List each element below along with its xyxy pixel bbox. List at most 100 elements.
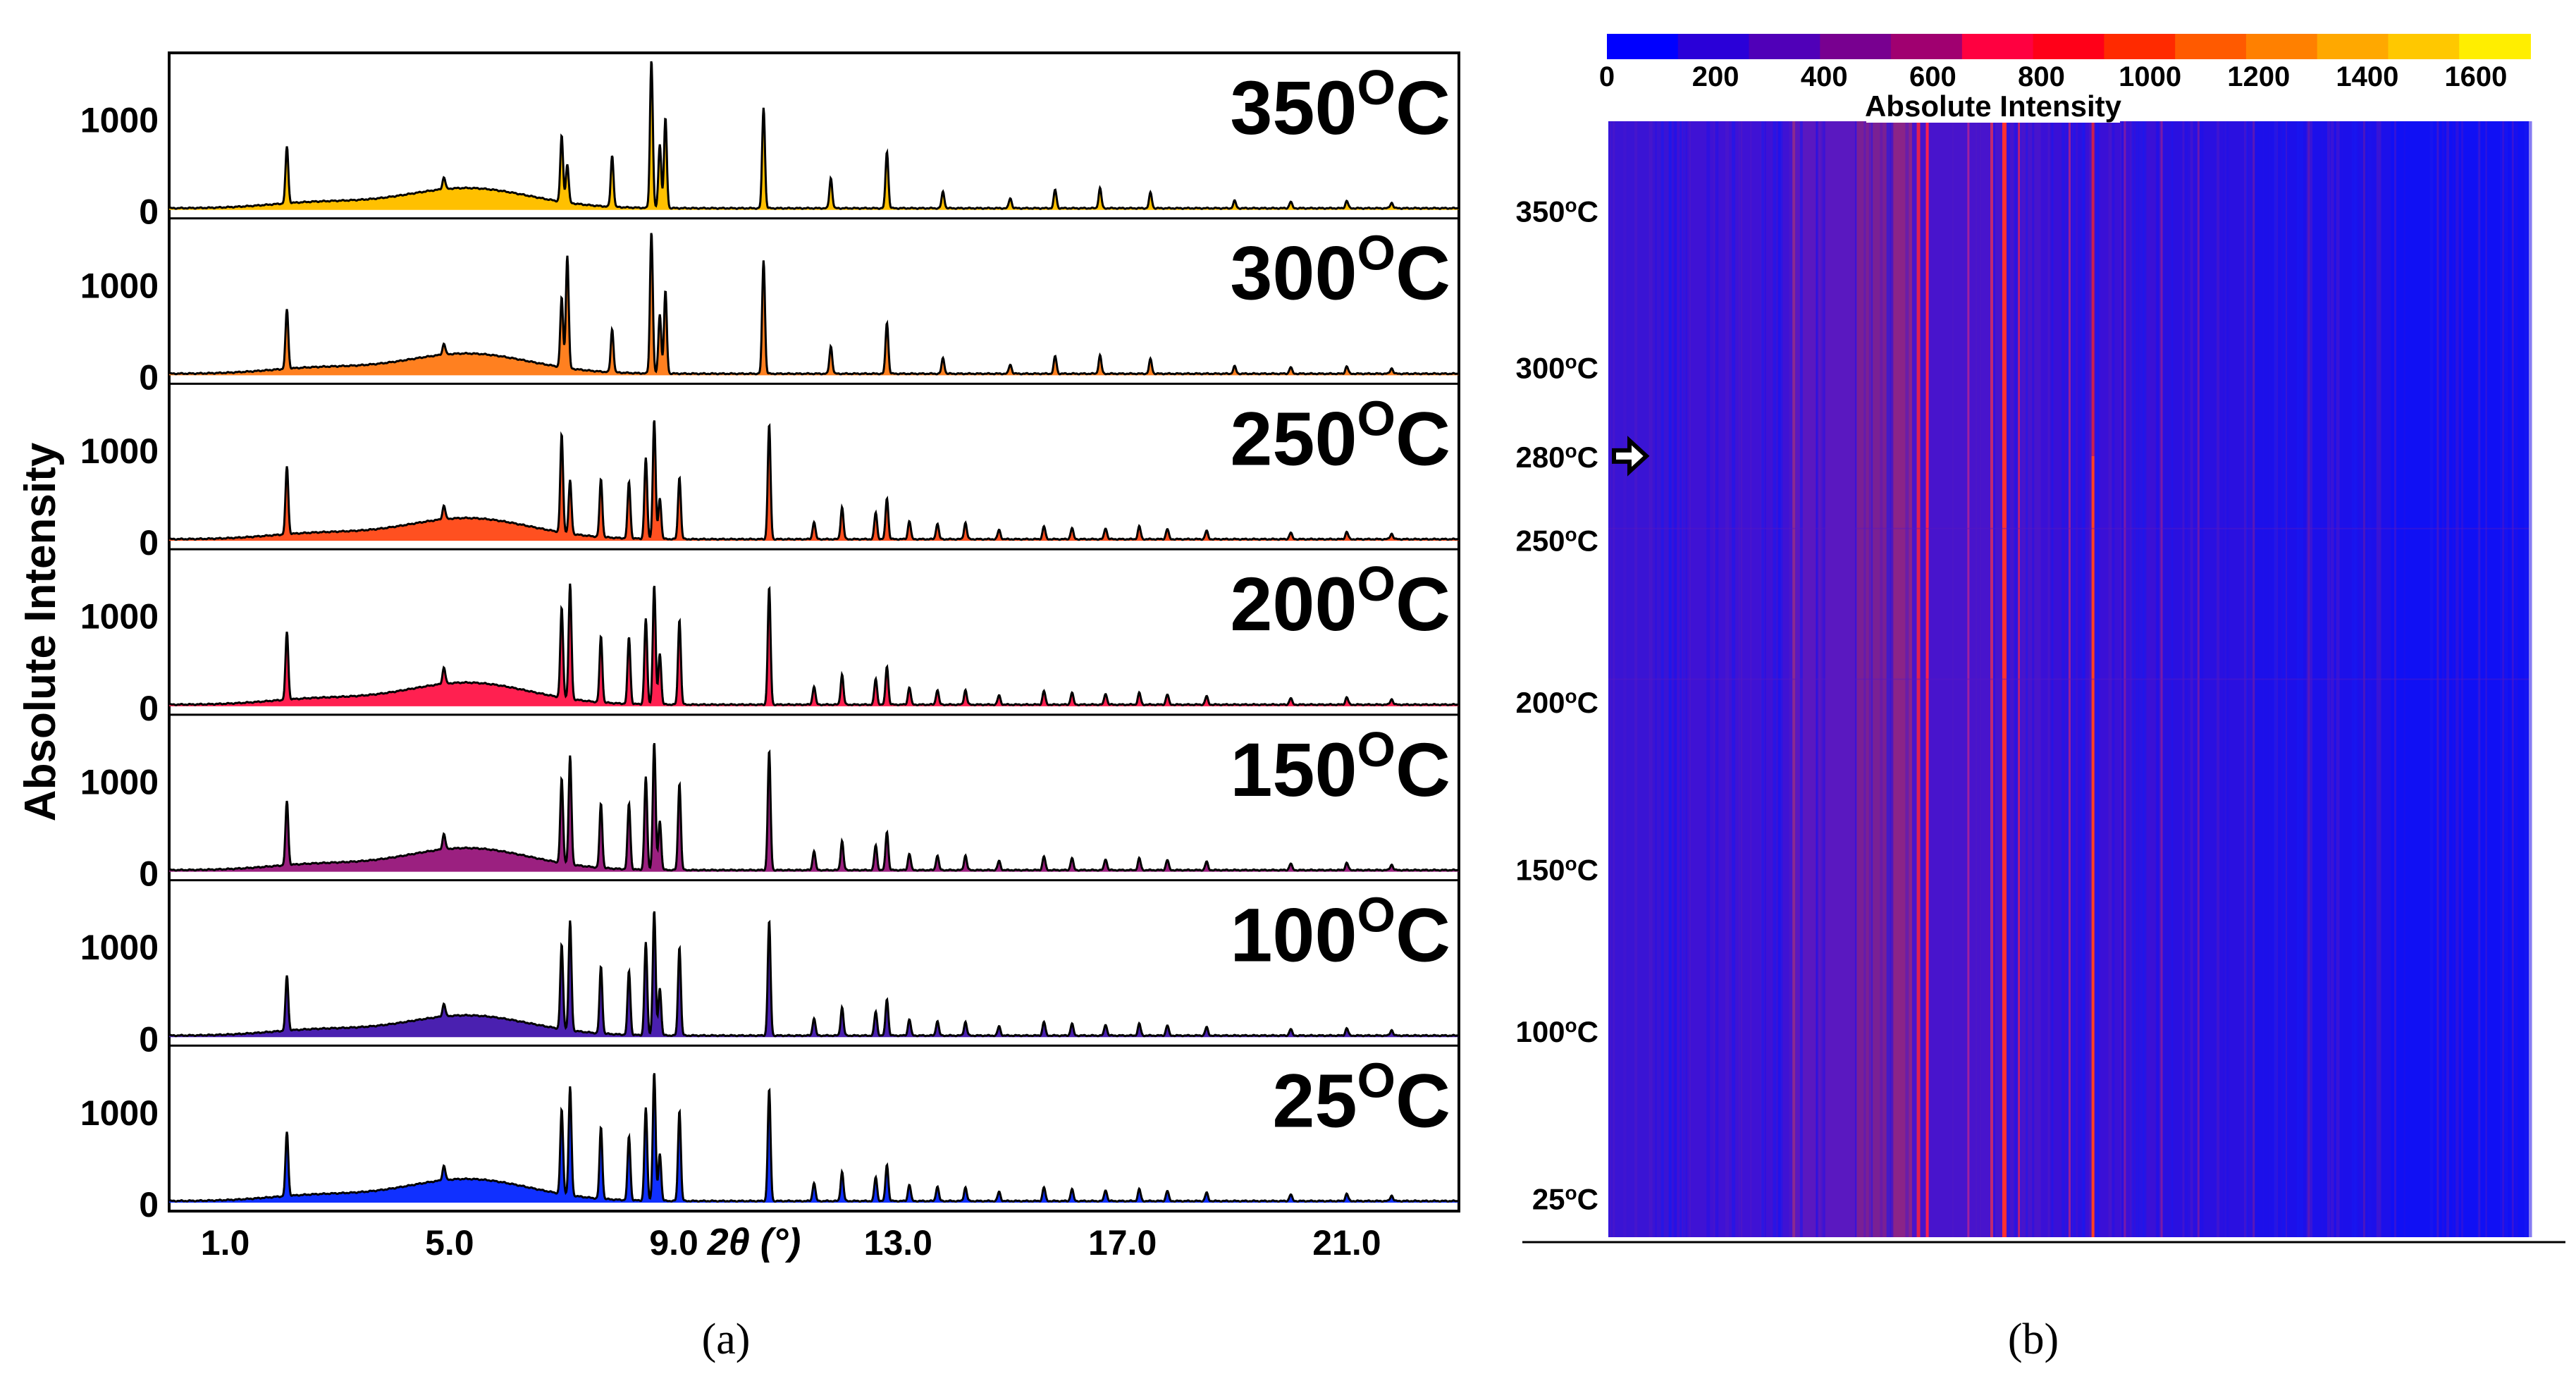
heatmap-stripe [1854, 121, 1856, 1237]
heatmap-stripe [1886, 121, 1890, 1237]
heatmap-peak-line [2002, 121, 2007, 1237]
heatmap-stripe [2243, 121, 2247, 1237]
heatmap-stripe [1890, 121, 1893, 1237]
heatmap-stripe [1680, 121, 1682, 1237]
heatmap-stripe [2359, 121, 2363, 1237]
heatmap-y-label: 350oC [1515, 195, 1598, 228]
heatmap-stripe [1789, 121, 1793, 1237]
heatmap-stripe [2095, 121, 2099, 1237]
heatmap-stripe [2073, 121, 2076, 1237]
panel-b-label: (b) [2008, 1315, 2059, 1363]
heatmap-stripe [2005, 121, 2008, 1237]
heatmap-peak-line [2069, 121, 2071, 1237]
series-25oC: 0 1000 25OC [80, 1052, 1460, 1225]
heatmap-stripe [1670, 121, 1672, 1237]
heatmap-stripe [2098, 121, 2100, 1237]
heatmap-peak-line [2436, 121, 2439, 1237]
heatmap-stripe [2051, 121, 2054, 1237]
heatmap-stripe [2327, 121, 2330, 1237]
heatmap-stripe [2008, 121, 2011, 1237]
series-line-250oC [168, 420, 1460, 541]
y-tick-label: 0 [139, 523, 159, 563]
heatmap-y-label: 200oC [1515, 685, 1598, 719]
series-150oC: 0 1000 150OC [80, 722, 1460, 894]
heatmap-stripe [2171, 121, 2174, 1237]
heatmap-stripe [2268, 121, 2270, 1237]
panel-a-label: (a) [702, 1315, 751, 1363]
series-200oC: 0 1000 200OC [80, 556, 1460, 728]
y-tick-label: 1000 [80, 1093, 159, 1133]
heatmap-peak-line [1990, 121, 1993, 1237]
heatmap-stripe [1741, 121, 1743, 1237]
heatmap-stripe [2403, 121, 2405, 1237]
heatmap-stripe [2286, 121, 2288, 1237]
heatmap-stripe [2224, 121, 2228, 1237]
heatmap-stripe [1660, 121, 1664, 1237]
colorbar-segment [1961, 34, 2034, 59]
heatmap-stripe [1613, 121, 1615, 1237]
heatmap-stripe [2119, 121, 2121, 1237]
heatmap-stripe [1689, 121, 1691, 1237]
colorbar-tick-label: 800 [2018, 61, 2065, 92]
heatmap-stripe [1685, 121, 1688, 1237]
heatmap-stripe [2524, 121, 2528, 1237]
temperature-label: 100OC [1230, 888, 1450, 978]
heatmap-peak-line [1967, 121, 1970, 1237]
heatmap-stripe [2351, 121, 2354, 1237]
y-tick-label: 1000 [80, 928, 159, 967]
heatmap-stripe [2032, 121, 2035, 1237]
heatmap-stripe [1634, 121, 1638, 1237]
y-tick-label: 1000 [80, 762, 159, 802]
temperature-label: 25OC [1272, 1052, 1450, 1143]
temperature-label: 250OC [1230, 391, 1450, 481]
heatmap-peak-line [2197, 121, 2200, 1237]
panel-b-heatmap: 0 200 400 600 800 1000 1200 1400 1600 Absolute In… [1515, 34, 2565, 1244]
colorbar-tick-label: 400 [1801, 61, 1848, 92]
heatmap-stripe [2138, 121, 2143, 1237]
heatmap-stripe [2280, 121, 2283, 1237]
series-300oC: 0 1000 300OC [80, 226, 1460, 397]
temperature-label: 150OC [1230, 722, 1450, 812]
heatmap-stripe [2190, 121, 2193, 1237]
heatmap-stripe [1952, 121, 1954, 1237]
heatmap-stripe [2504, 121, 2508, 1237]
colorbar-segment [1749, 34, 1821, 59]
heatmap-stripe [1979, 121, 1981, 1237]
series-line-25oC [168, 1073, 1460, 1203]
heatmap-stripe [1820, 121, 1824, 1237]
heatmap-stripe [1799, 121, 1803, 1237]
heatmap-stripe [1773, 121, 1777, 1237]
heatmap-stripe [2322, 121, 2324, 1237]
series-line-350oC [168, 61, 1460, 210]
colorbar-title-box [1866, 90, 2120, 123]
heatmap-stripe [2182, 121, 2185, 1237]
heatmap-stripe [2441, 121, 2445, 1237]
heatmap-stripe [2296, 121, 2300, 1237]
heatmap-stripe [1668, 121, 1670, 1237]
heatmap-stripe [2461, 121, 2463, 1237]
heatmap-stripe [2184, 121, 2188, 1237]
heatmap-stripe [2226, 121, 2229, 1237]
colorbar-segment [2459, 34, 2531, 59]
heatmap-stripe [2026, 121, 2028, 1237]
heatmap-stripe [2393, 121, 2396, 1237]
heatmap-peak-line [1792, 121, 1796, 1237]
heatmap-stripe [1889, 121, 1891, 1237]
heatmap-stripe [1761, 121, 1765, 1237]
x-tick-label: 1.0 [201, 1223, 250, 1263]
y-tick-label: 0 [139, 357, 159, 397]
colorbar-segment [1891, 34, 1963, 59]
heatmap-stripe [1609, 121, 1611, 1237]
heatmap-stripe [1715, 121, 1719, 1237]
heatmap-stripe [2286, 121, 2289, 1237]
heatmap-stripe [1738, 121, 1742, 1237]
colorbar-segment [2245, 34, 2318, 59]
heatmap-stripe [1905, 121, 1909, 1237]
heatmap-stripe [2131, 121, 2135, 1237]
heatmap-peak-line [2124, 121, 2126, 1237]
heatmap-stripe [2299, 121, 2303, 1237]
heatmap-stripe [2284, 121, 2286, 1237]
heatmap-stripe [2376, 121, 2380, 1237]
heatmap-peak-line [2091, 121, 2095, 456]
heatmap-peak-line [2091, 455, 2095, 1237]
